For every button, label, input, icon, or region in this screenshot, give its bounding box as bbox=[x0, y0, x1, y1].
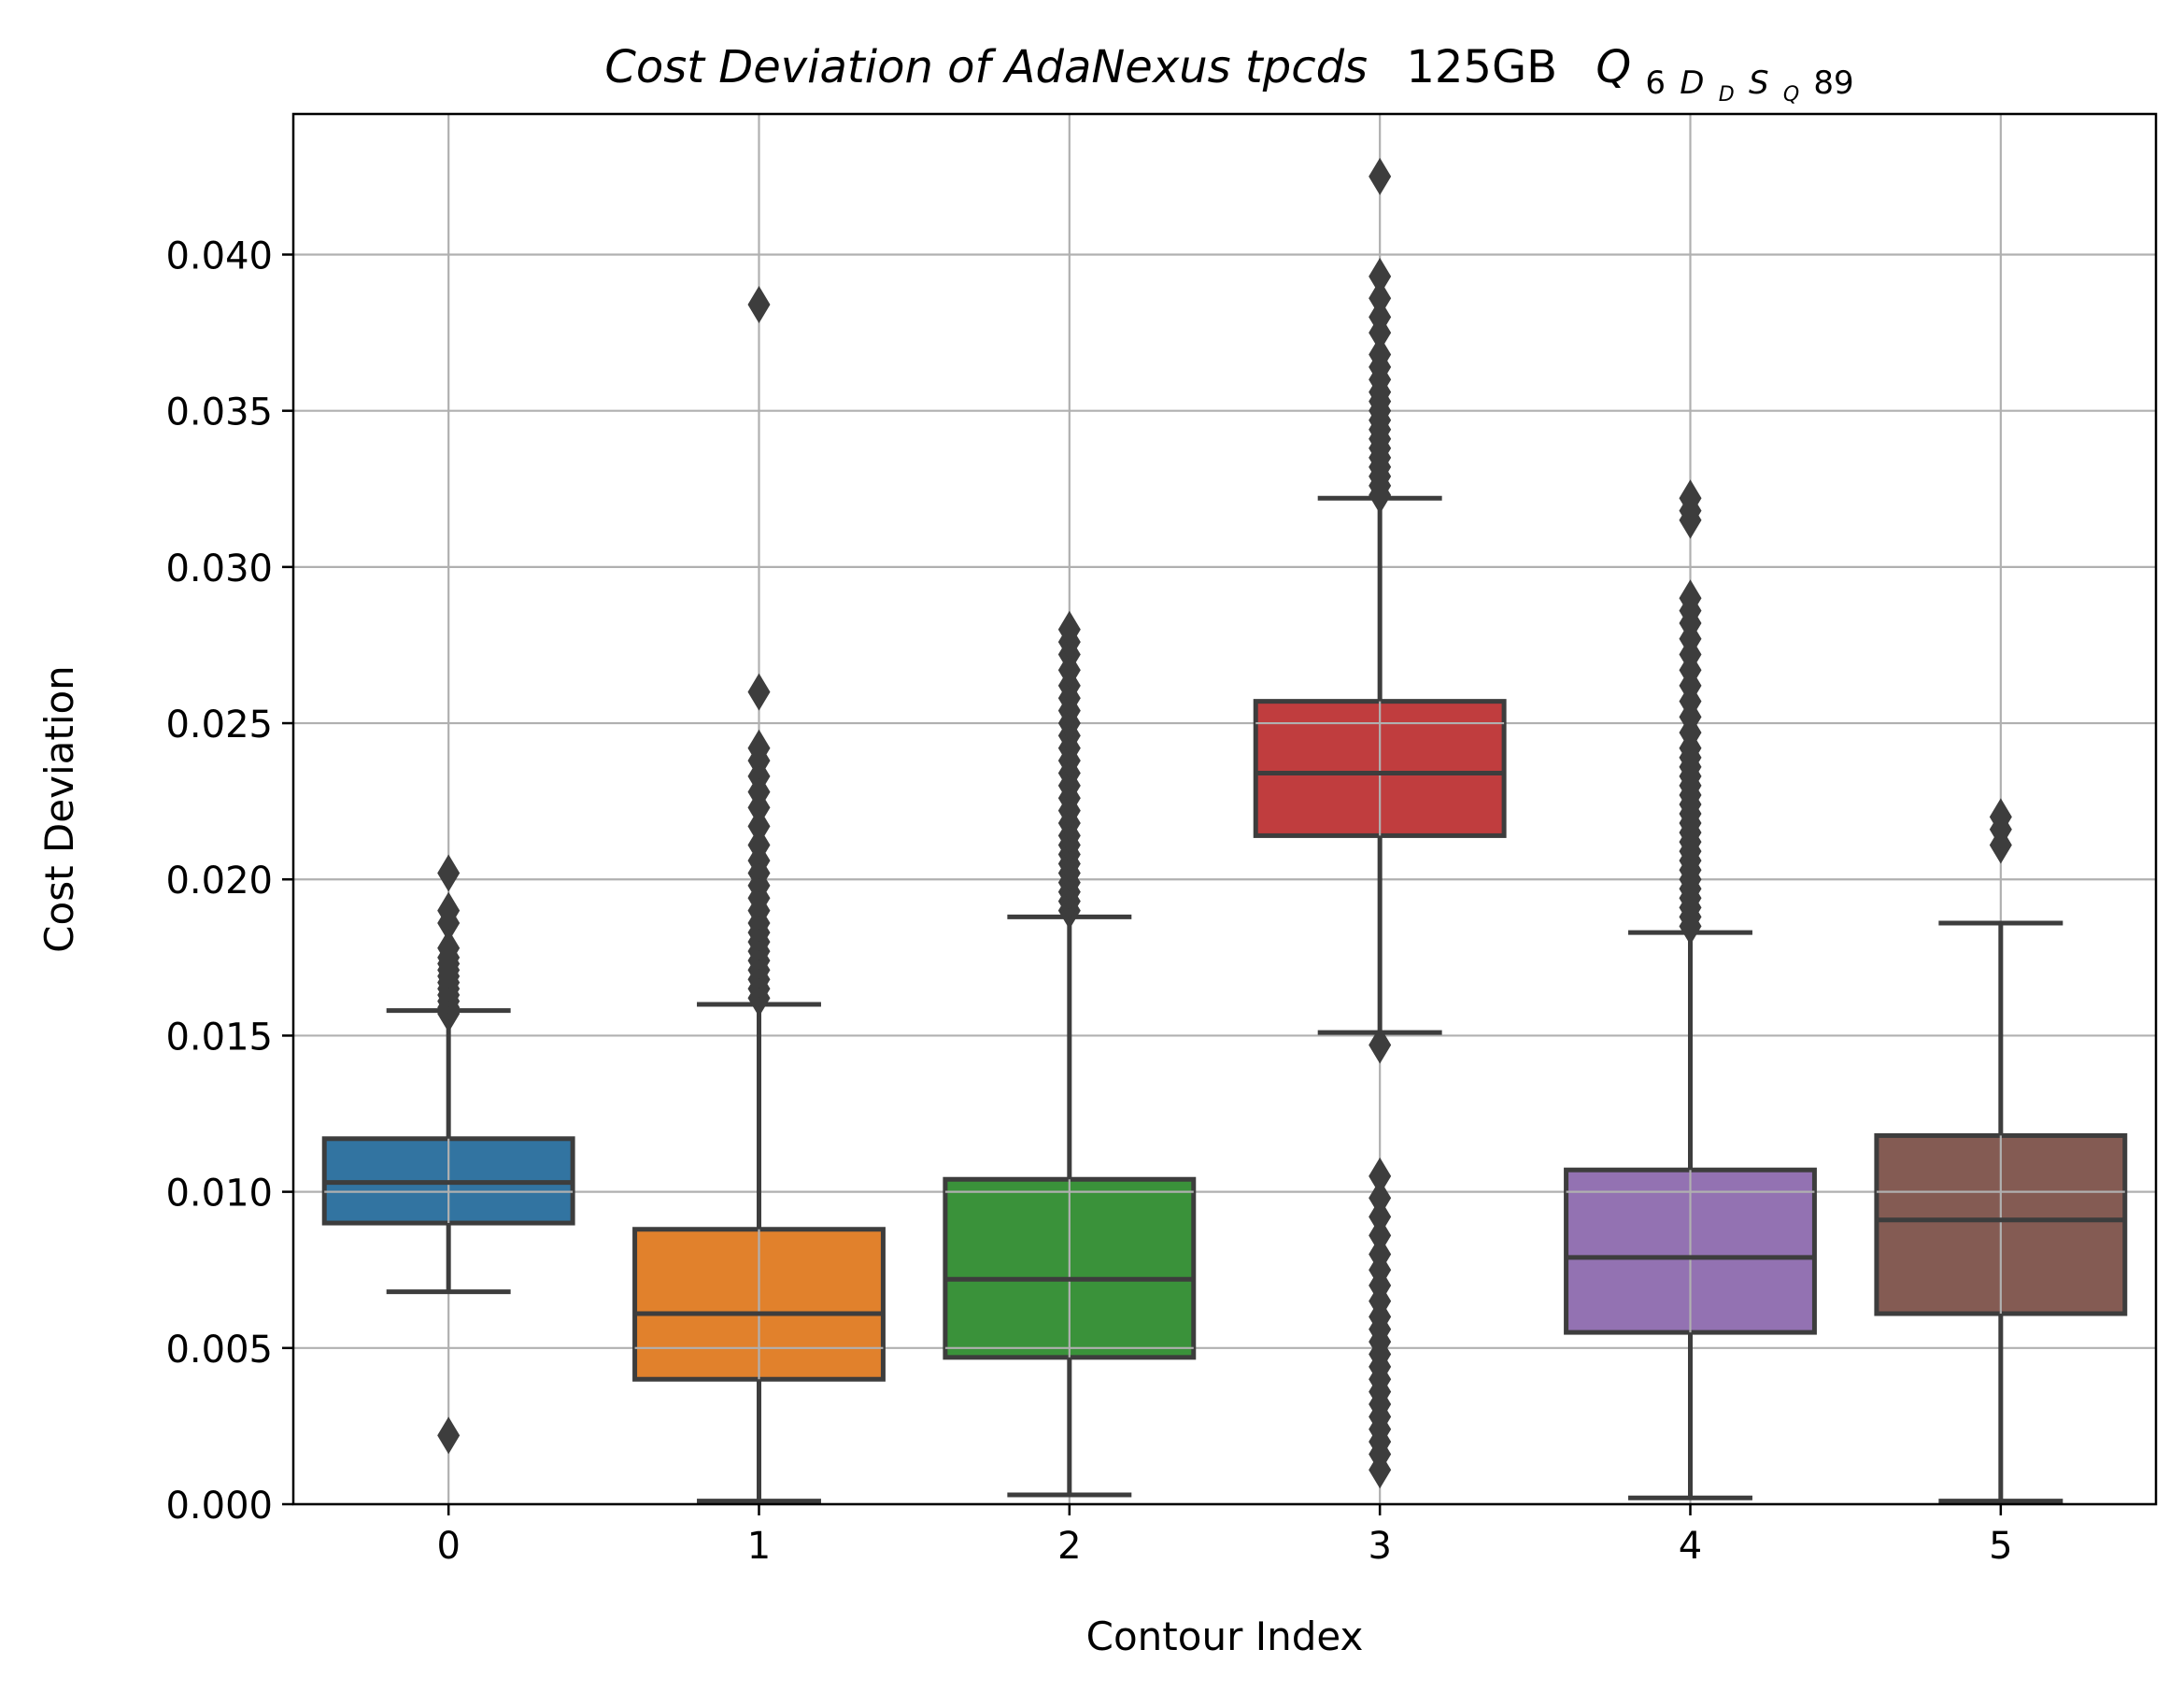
y-tick-label: 0.010 bbox=[165, 1173, 273, 1216]
outlier-point bbox=[1679, 479, 1702, 518]
outlier-point bbox=[1369, 1216, 1392, 1255]
outlier-point bbox=[747, 807, 771, 846]
box-group-1 bbox=[632, 285, 886, 1504]
box-group-2 bbox=[943, 610, 1197, 1498]
x-tick-label: 4 bbox=[1679, 1525, 1702, 1568]
x-tick-label: 3 bbox=[1368, 1525, 1391, 1568]
y-axis-label: Cost Deviation bbox=[36, 665, 82, 953]
outlier-point bbox=[1369, 335, 1392, 374]
title-subscript-s: S bbox=[1749, 64, 1769, 102]
outlier-point bbox=[437, 1416, 461, 1455]
y-tick-label: 0.030 bbox=[165, 547, 273, 590]
plot-area-frame bbox=[291, 112, 2158, 1506]
x-tick-label: 1 bbox=[747, 1525, 771, 1568]
y-tick-label: 0.020 bbox=[165, 860, 273, 903]
outlier-point bbox=[747, 826, 771, 864]
title-subscript-6: 6 bbox=[1645, 64, 1666, 102]
outlier-point bbox=[747, 285, 771, 323]
outlier-point bbox=[1057, 610, 1081, 648]
outlier-point bbox=[1989, 798, 2012, 836]
outlier-point bbox=[1369, 157, 1392, 195]
outlier-point bbox=[1369, 1235, 1392, 1273]
box-group-3 bbox=[1253, 157, 1507, 1489]
title-subscript-d: D bbox=[1680, 64, 1704, 102]
x-axis-label: Contour Index bbox=[1086, 1614, 1364, 1659]
x-tick-label: 2 bbox=[1057, 1525, 1081, 1568]
outlier-point bbox=[747, 729, 771, 767]
axis-ticks: 0.000 0.005 0.010 0.015 0.020 0.025 0.030 0.035… bbox=[165, 235, 2012, 1568]
box-group-5 bbox=[1874, 798, 2128, 1504]
y-tick-label: 0.025 bbox=[165, 704, 273, 746]
y-tick-label: 0.005 bbox=[165, 1329, 273, 1372]
outlier-point bbox=[1369, 1179, 1392, 1217]
outlier-point bbox=[437, 929, 461, 967]
outlier-point bbox=[1369, 1198, 1392, 1236]
outlier-point bbox=[1369, 1026, 1392, 1064]
title-subsubscript-q: Q bbox=[1783, 83, 1799, 107]
outlier-point bbox=[1369, 1157, 1392, 1195]
title-query-number: 89 bbox=[1813, 64, 1853, 102]
y-tick-label: 0.015 bbox=[165, 1016, 273, 1059]
title-dataset-size: 125GB bbox=[1406, 41, 1557, 93]
title-subsubscript-d: D bbox=[1719, 83, 1735, 107]
x-tick-label: 0 bbox=[436, 1525, 460, 1568]
title-italic-part: Cost Deviation of AdaNexus tpcds bbox=[604, 41, 1368, 93]
outlier-point bbox=[1369, 279, 1392, 318]
y-tick-label: 0.040 bbox=[165, 235, 273, 277]
x-tick-label: 5 bbox=[1989, 1525, 2012, 1568]
title-query-letter: Q bbox=[1595, 41, 1631, 93]
outlier-point bbox=[1369, 298, 1392, 336]
outlier-point bbox=[437, 854, 461, 892]
chart-title: Cost Deviation of AdaNexus tpcds 125GB Q… bbox=[604, 41, 1853, 112]
box-group-4 bbox=[1564, 479, 1817, 1500]
y-tick-label: 0.035 bbox=[165, 391, 273, 434]
outlier-point bbox=[1679, 579, 1702, 618]
y-tick-label: 0.000 bbox=[165, 1485, 273, 1528]
box-group-0 bbox=[321, 854, 575, 1455]
outlier-point bbox=[747, 673, 771, 711]
outlier-point bbox=[1369, 257, 1392, 295]
box-plot-series bbox=[321, 157, 2128, 1504]
outlier-point bbox=[437, 891, 461, 930]
